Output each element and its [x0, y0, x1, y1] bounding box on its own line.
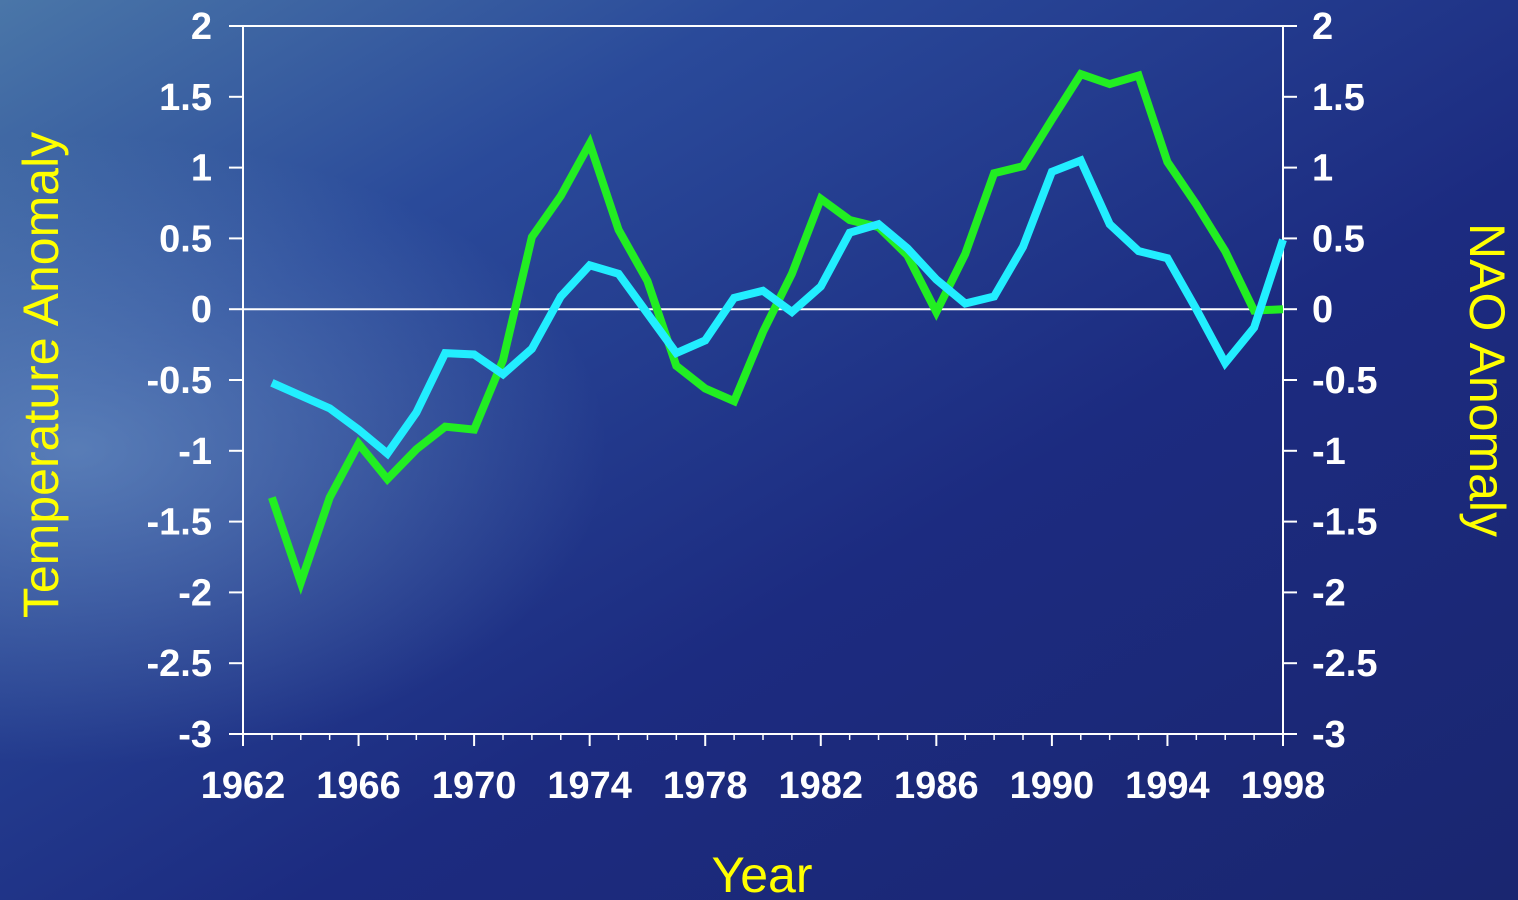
y-tick-label-left: -2: [178, 572, 212, 614]
y-axis-title-right: NAO Anomaly: [1459, 223, 1515, 537]
x-tick-label: 1974: [547, 765, 632, 807]
y-tick-label-left: 1: [191, 148, 212, 190]
y-tick-label-right: -3: [1312, 714, 1346, 756]
x-tick-label: 1970: [432, 765, 517, 807]
x-tick-label: 1982: [779, 765, 864, 807]
y-axis-title-left: Temperature Anomaly: [13, 132, 69, 618]
nao-anomaly-line: [270, 155, 1287, 460]
y-tick-label-left: 0: [191, 289, 212, 331]
y-tick-label-right: 1.5: [1312, 77, 1365, 119]
x-tick-label: 1994: [1125, 765, 1210, 807]
y-tick-label-left: 0.5: [159, 218, 212, 260]
x-axis-title: Year: [711, 847, 812, 900]
y-tick-label-left: -0.5: [147, 360, 212, 402]
y-tick-label-left: -3: [178, 714, 212, 756]
y-tick-label-left: 1.5: [159, 77, 212, 119]
y-tick-label-right: -2: [1312, 572, 1346, 614]
x-tick-label: 1966: [316, 765, 401, 807]
x-tick-label: 1962: [201, 765, 286, 807]
y-tick-label-left: 2: [191, 6, 212, 48]
y-tick-label-right: -0.5: [1312, 360, 1377, 402]
y-tick-label-right: 1: [1312, 148, 1333, 190]
y-tick-label-right: 0.5: [1312, 218, 1365, 260]
y-tick-label-left: -1: [178, 431, 212, 473]
x-tick-label: 1986: [894, 765, 979, 807]
y-tick-label-right: 0: [1312, 289, 1333, 331]
y-tick-label-left: -2.5: [147, 643, 212, 685]
y-tick-label-left: -1.5: [147, 502, 212, 544]
y-tick-label-right: -1.5: [1312, 502, 1377, 544]
x-tick-label: 1978: [663, 765, 748, 807]
y-tick-label-right: -2.5: [1312, 643, 1377, 685]
y-tick-label-right: -1: [1312, 431, 1346, 473]
y-tick-label-right: 2: [1312, 6, 1333, 48]
x-tick-label: 1990: [1010, 765, 1095, 807]
x-tick-label: 1998: [1241, 765, 1326, 807]
